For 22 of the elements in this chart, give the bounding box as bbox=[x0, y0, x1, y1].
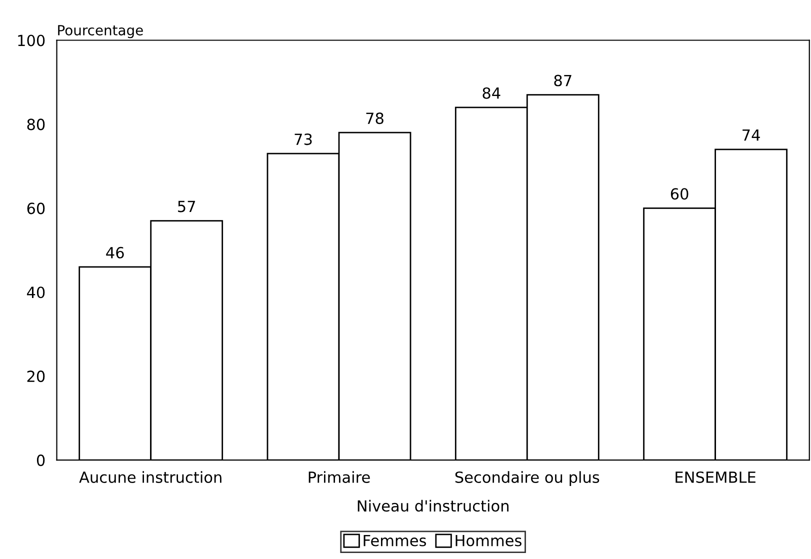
x-tick-label: Aucune instruction bbox=[79, 471, 222, 483]
y-tick-label: 100 bbox=[18, 34, 45, 46]
legend-label: Femmes bbox=[364, 534, 426, 546]
x-tick-label: Secondaire ou plus bbox=[455, 471, 600, 486]
y-tick-label: 60 bbox=[27, 202, 45, 214]
legend-label: Hommes bbox=[456, 534, 522, 546]
data-label: 87 bbox=[554, 74, 572, 86]
data-label: 73 bbox=[294, 134, 312, 146]
y-tick-label: 40 bbox=[26, 286, 45, 298]
x-axis-title: Niveau d'instruction bbox=[358, 500, 508, 512]
data-label: 57 bbox=[178, 200, 196, 212]
x-tick-label: ENSEMBLE bbox=[676, 471, 756, 483]
y-tick-label: 0 bbox=[36, 454, 45, 466]
data-label: 46 bbox=[106, 246, 124, 258]
y-axis-title: Pourcentage bbox=[58, 25, 143, 38]
x-tick-label: Primaire bbox=[308, 471, 370, 483]
y-tick-label: 80 bbox=[27, 118, 45, 130]
data-label: 78 bbox=[366, 112, 384, 124]
data-label: 84 bbox=[482, 87, 500, 99]
data-label: 74 bbox=[742, 130, 760, 141]
data-label: 60 bbox=[670, 188, 688, 200]
y-tick-label: 20 bbox=[27, 370, 45, 382]
